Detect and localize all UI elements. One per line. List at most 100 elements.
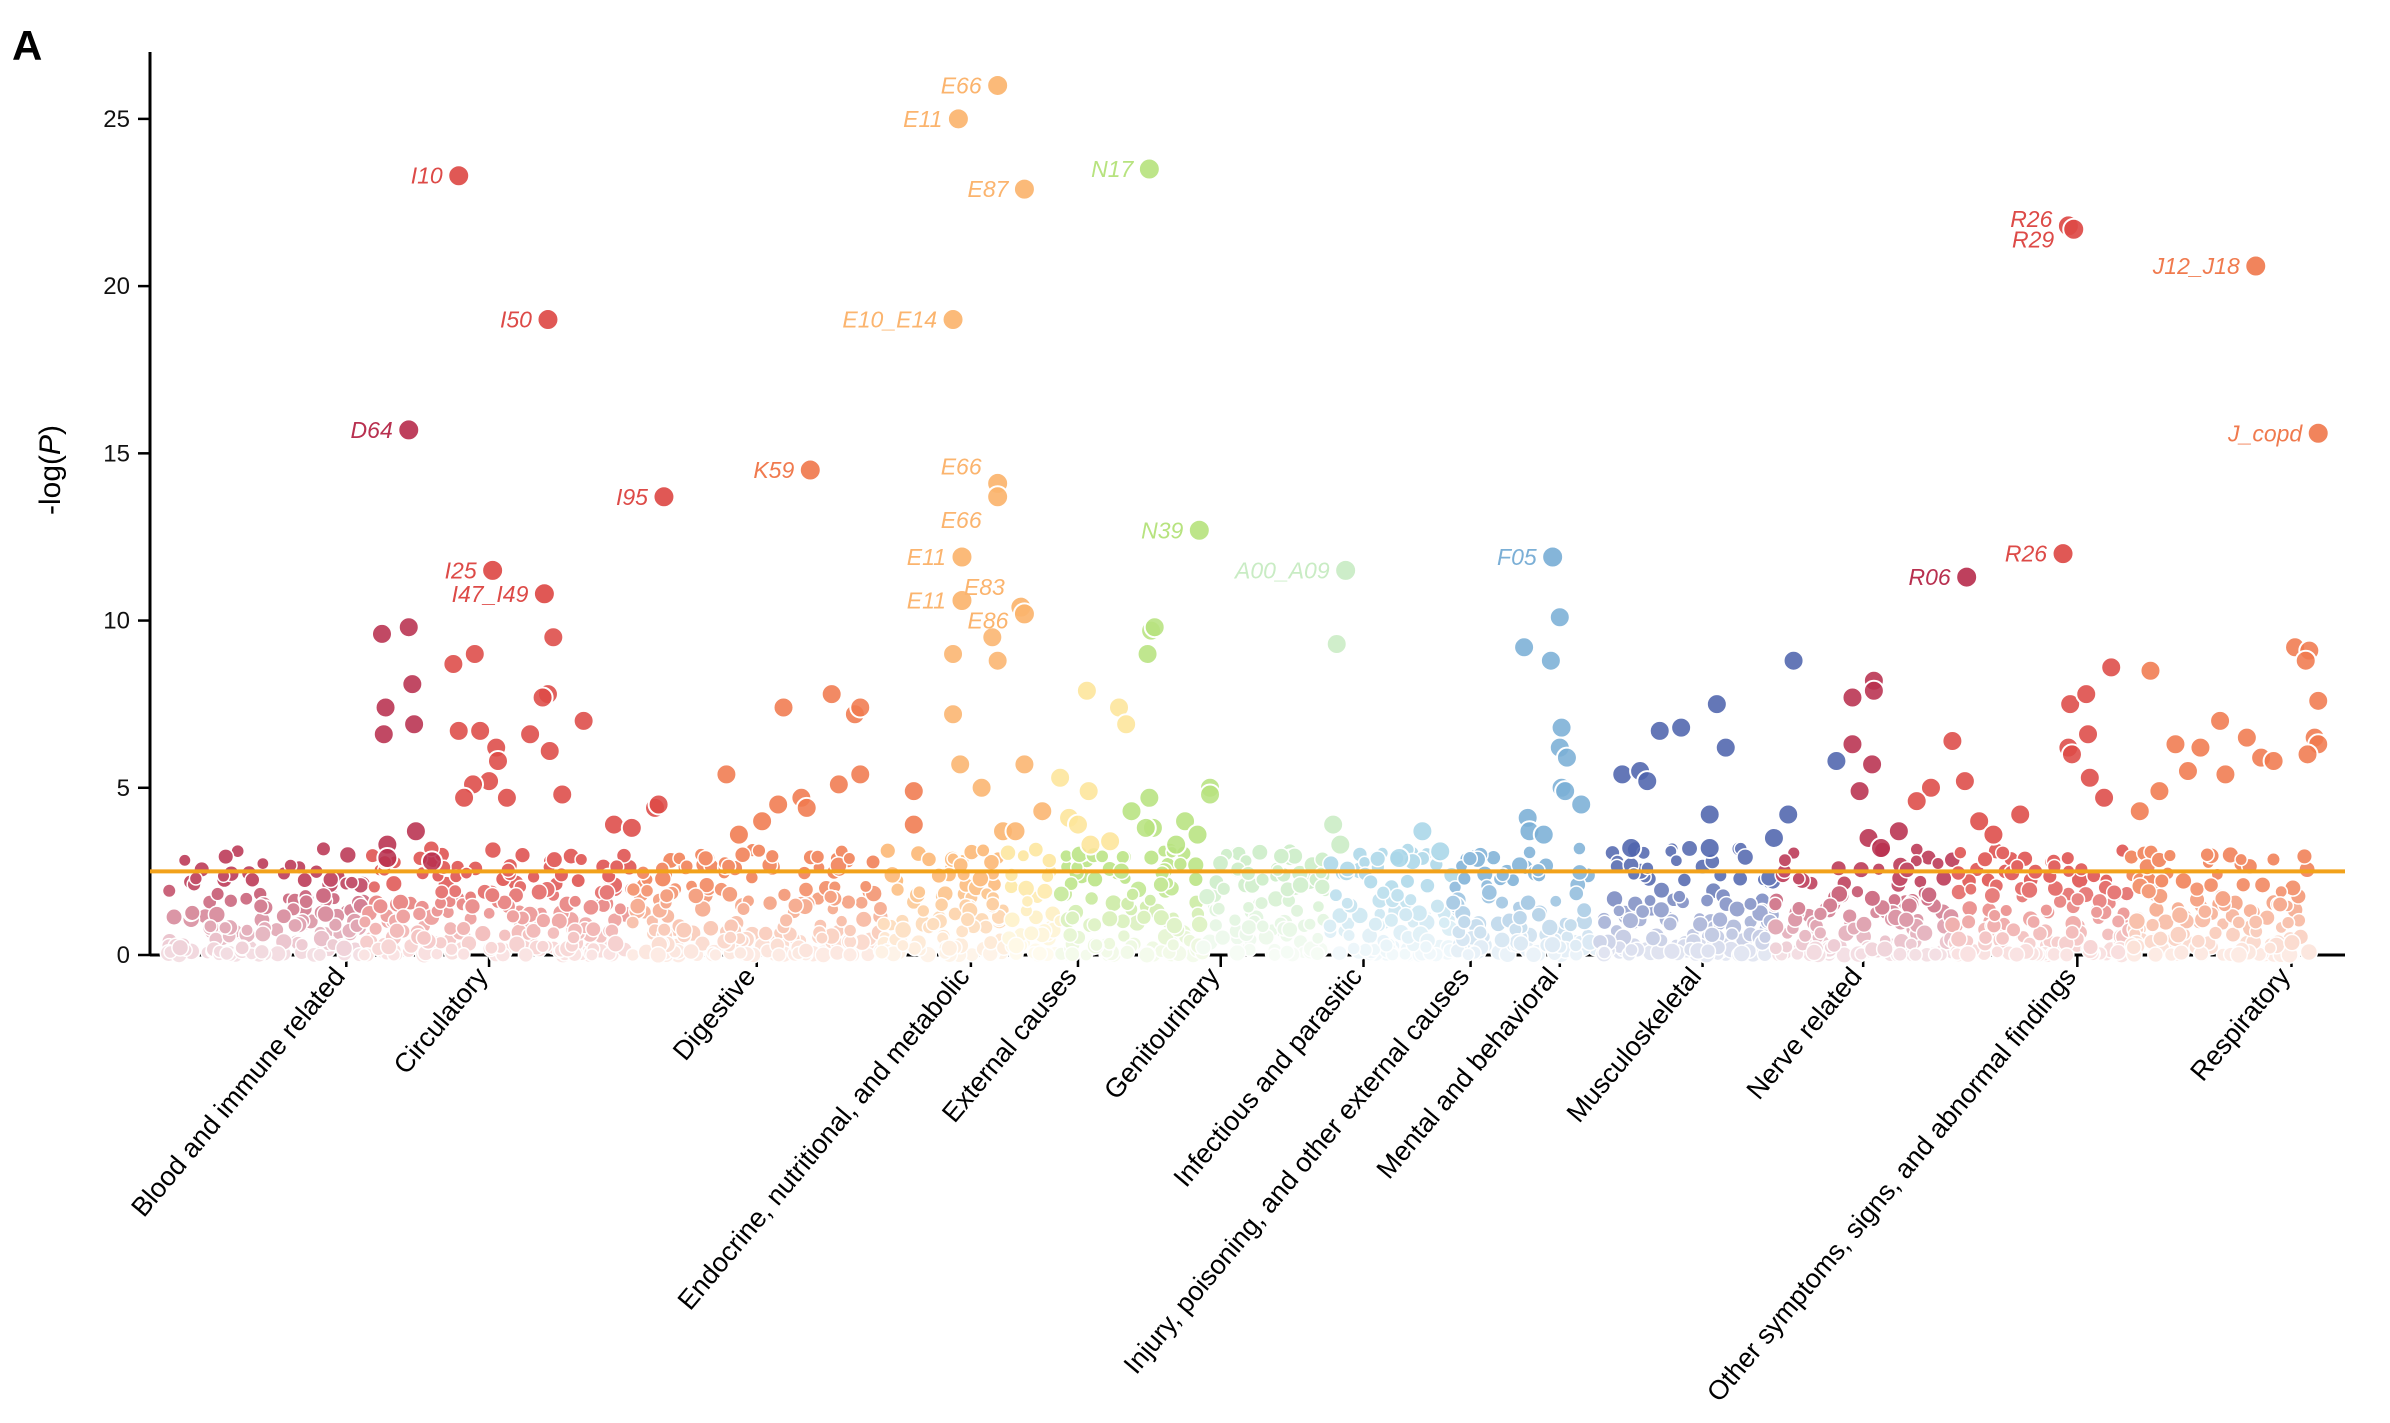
labeled-data-point xyxy=(986,73,1010,97)
y-tick-label: 10 xyxy=(103,608,130,635)
point-annotation: J_copd xyxy=(2227,420,2303,446)
data-point xyxy=(218,920,233,935)
data-point xyxy=(1826,937,1842,954)
data-point xyxy=(1982,823,2005,846)
data-point xyxy=(2299,942,2319,962)
y-tick-label: 5 xyxy=(117,775,130,802)
data-point xyxy=(1892,946,1908,963)
data-point xyxy=(1310,931,1325,946)
data-point xyxy=(542,626,565,649)
data-point xyxy=(949,753,972,776)
data-point xyxy=(1662,916,1678,932)
data-point xyxy=(1152,876,1170,894)
data-point xyxy=(1548,894,1563,909)
point-annotation: I10 xyxy=(411,163,443,189)
data-point xyxy=(1870,836,1893,859)
data-point xyxy=(2164,733,2187,756)
data-point xyxy=(865,853,882,870)
data-point xyxy=(2229,945,2249,965)
data-point xyxy=(1437,916,1452,930)
data-point xyxy=(1768,940,1784,956)
data-point xyxy=(1216,881,1232,897)
data-point xyxy=(639,883,655,899)
y-axis-title-italic: P xyxy=(34,435,67,455)
data-point xyxy=(1494,895,1510,911)
data-point xyxy=(625,915,641,930)
data-point xyxy=(2280,915,2296,930)
data-point xyxy=(2188,881,2206,898)
data-point xyxy=(1575,901,1593,919)
data-point xyxy=(649,945,668,965)
data-point xyxy=(484,940,499,956)
data-point xyxy=(761,894,779,912)
data-point xyxy=(723,930,738,945)
data-point xyxy=(1825,750,1848,773)
data-point xyxy=(546,925,561,941)
data-point xyxy=(682,942,700,961)
data-point xyxy=(1411,820,1434,843)
data-point xyxy=(1003,910,1022,929)
data-point xyxy=(2153,873,2170,889)
labeled-data-point xyxy=(397,418,421,442)
data-point xyxy=(357,948,372,962)
data-point xyxy=(1941,729,1964,752)
data-point xyxy=(1331,906,1349,925)
data-point xyxy=(1652,900,1671,919)
data-point xyxy=(1791,900,1807,917)
data-point xyxy=(1186,823,1209,846)
data-point xyxy=(2170,906,2190,925)
data-point xyxy=(444,942,459,957)
data-point xyxy=(876,916,892,932)
data-point xyxy=(687,887,705,905)
data-point xyxy=(1338,860,1357,878)
data-point xyxy=(942,643,965,665)
data-point xyxy=(602,813,625,836)
data-point xyxy=(1987,908,2002,923)
labeled-data-point xyxy=(481,558,505,582)
data-point xyxy=(473,924,492,943)
data-point xyxy=(1125,887,1140,902)
data-point xyxy=(1199,783,1222,806)
data-point xyxy=(721,885,739,904)
data-point xyxy=(314,886,333,905)
data-point xyxy=(372,723,395,746)
data-point xyxy=(1369,850,1387,868)
data-point xyxy=(1711,910,1729,929)
data-point xyxy=(1554,780,1577,803)
data-point xyxy=(1700,942,1717,960)
data-point xyxy=(1863,889,1882,908)
data-point xyxy=(916,903,931,919)
labeled-data-point xyxy=(2051,542,2075,566)
data-point xyxy=(810,849,826,865)
data-point xyxy=(1871,862,1886,877)
data-point xyxy=(2140,882,2158,900)
data-point xyxy=(403,713,426,736)
data-point xyxy=(1325,632,1348,655)
category-label: Circulatory xyxy=(388,961,494,1080)
data-point xyxy=(1670,716,1693,739)
labeled-data-point xyxy=(2306,421,2330,445)
data-point xyxy=(1620,836,1643,859)
data-point xyxy=(2100,656,2123,679)
labeled-data-point xyxy=(1955,565,1979,589)
data-point xyxy=(2060,850,2076,866)
data-point xyxy=(1211,901,1227,917)
data-point xyxy=(525,922,542,940)
data-point xyxy=(1004,820,1027,843)
data-point xyxy=(1848,780,1871,803)
data-point xyxy=(1964,882,1978,897)
data-point xyxy=(217,848,235,866)
data-point xyxy=(1532,823,1555,846)
point-annotation: K59 xyxy=(753,457,794,483)
data-point xyxy=(2125,939,2142,956)
data-point xyxy=(849,763,872,786)
data-point xyxy=(2169,925,2188,944)
data-point xyxy=(625,881,642,898)
data-point xyxy=(874,944,890,960)
data-point xyxy=(1086,870,1104,888)
data-point xyxy=(879,842,897,860)
background-points xyxy=(159,839,2319,965)
data-point xyxy=(1570,793,1593,816)
data-point xyxy=(1399,873,1416,890)
data-point xyxy=(1031,800,1054,823)
